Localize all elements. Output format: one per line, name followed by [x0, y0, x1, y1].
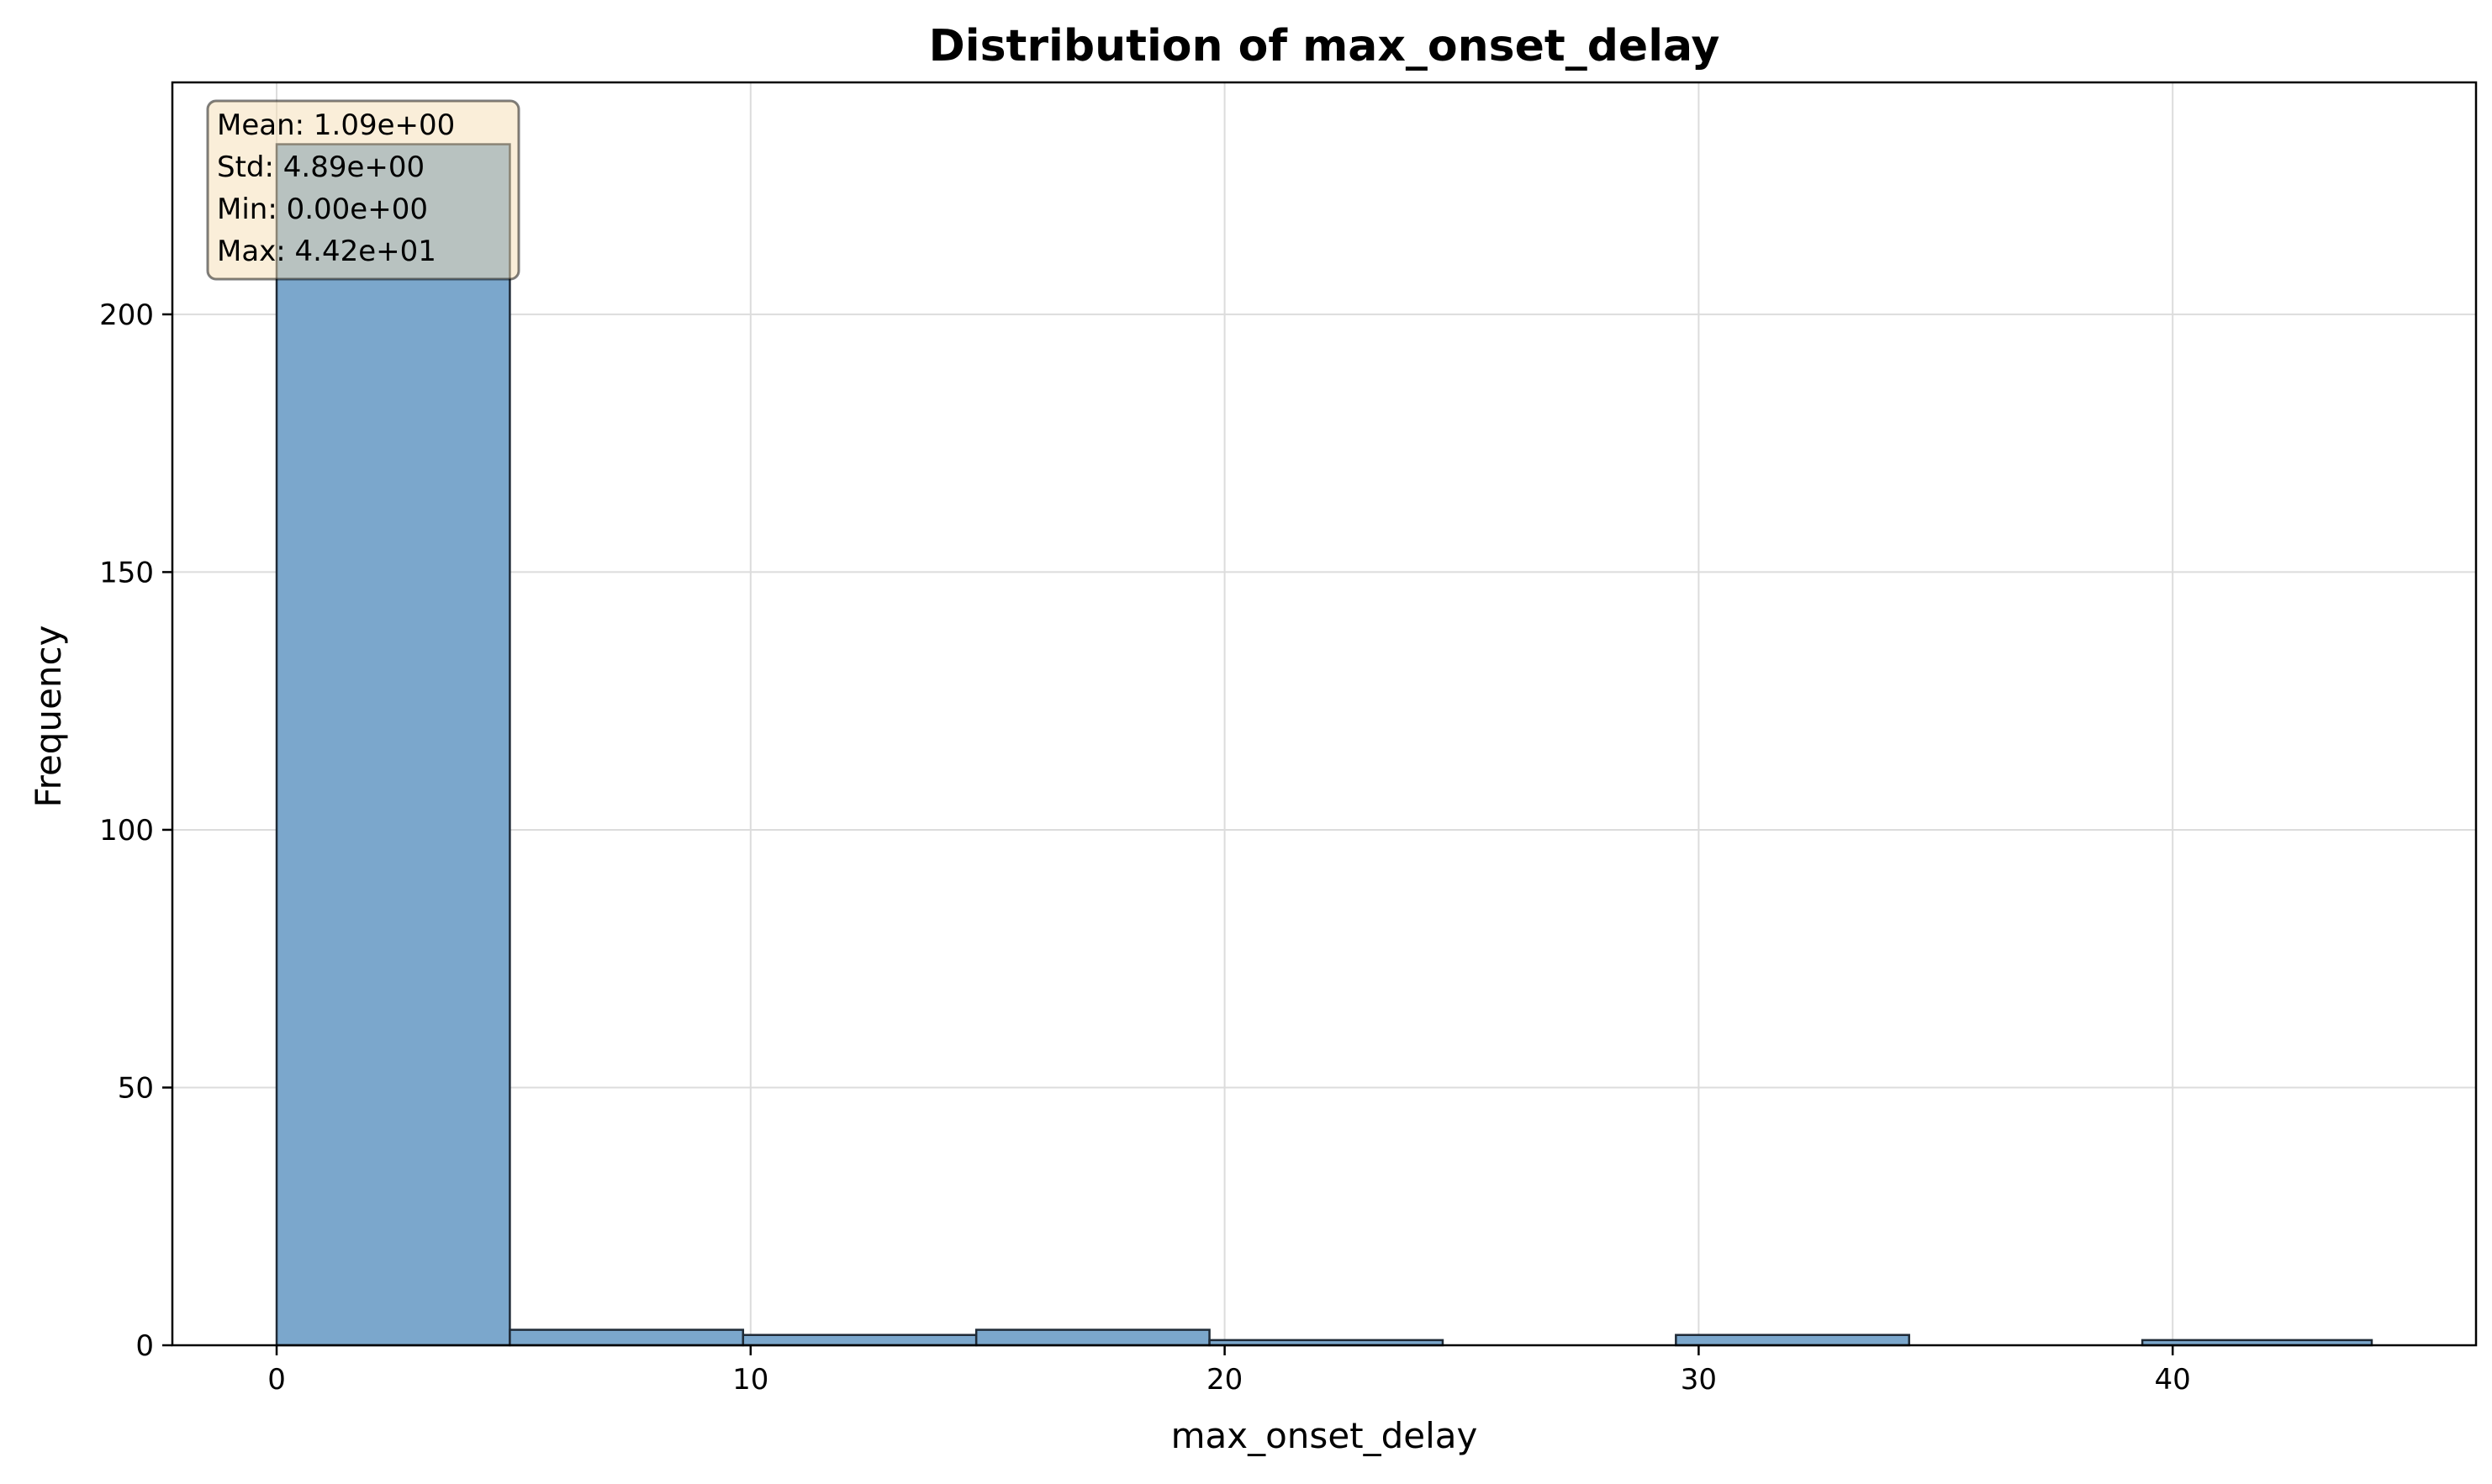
x-axis-ticks: 0 10 20 30 40 [267, 1345, 2191, 1397]
x-tick-label: 20 [1206, 1363, 1243, 1397]
y-axis-label: Frequency [28, 626, 69, 808]
y-tick-label: 200 [99, 298, 154, 332]
y-tick-label: 0 [135, 1329, 154, 1363]
chart-title: Distribution of max_onset_delay [929, 21, 1720, 71]
stats-max: Max: 4.42e+01 [217, 235, 436, 268]
stats-box-background [206, 99, 520, 281]
histogram-bar-1 [509, 1328, 745, 1347]
x-tick-label: 30 [1681, 1363, 1717, 1397]
histogram-bar-3 [974, 1328, 1211, 1347]
stats-min: Min: 0.00e+00 [217, 193, 428, 226]
plot-frame [171, 81, 2478, 1347]
y-tick-label: 50 [118, 1071, 154, 1105]
y-axis-ticks: 0 50 100 150 200 [99, 298, 172, 1363]
stats-box: Mean: 1.09e+00 Std: 4.89e+00 Min: 0.00e+… [206, 99, 520, 281]
histogram-bar-2 [742, 1333, 978, 1347]
x-tick-label: 10 [732, 1363, 768, 1397]
y-tick-label: 100 [99, 814, 154, 848]
stats-std: Std: 4.89e+00 [217, 151, 425, 184]
histogram-bar-6 [1675, 1333, 1910, 1347]
x-tick-label: 0 [267, 1363, 286, 1397]
bars [275, 143, 2373, 1347]
x-tick-label: 40 [2155, 1363, 2191, 1397]
stats-mean: Mean: 1.09e+00 [217, 108, 455, 142]
x-axis-label: max_onset_delay [1171, 1415, 1478, 1456]
histogram-bar-0 [275, 143, 511, 1347]
y-tick-label: 150 [99, 556, 154, 589]
